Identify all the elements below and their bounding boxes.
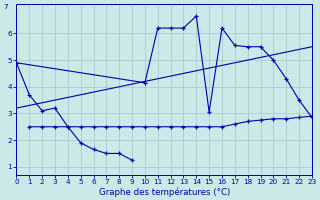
X-axis label: Graphe des températures (°C): Graphe des températures (°C) [99,187,230,197]
Text: 7: 7 [4,4,8,10]
